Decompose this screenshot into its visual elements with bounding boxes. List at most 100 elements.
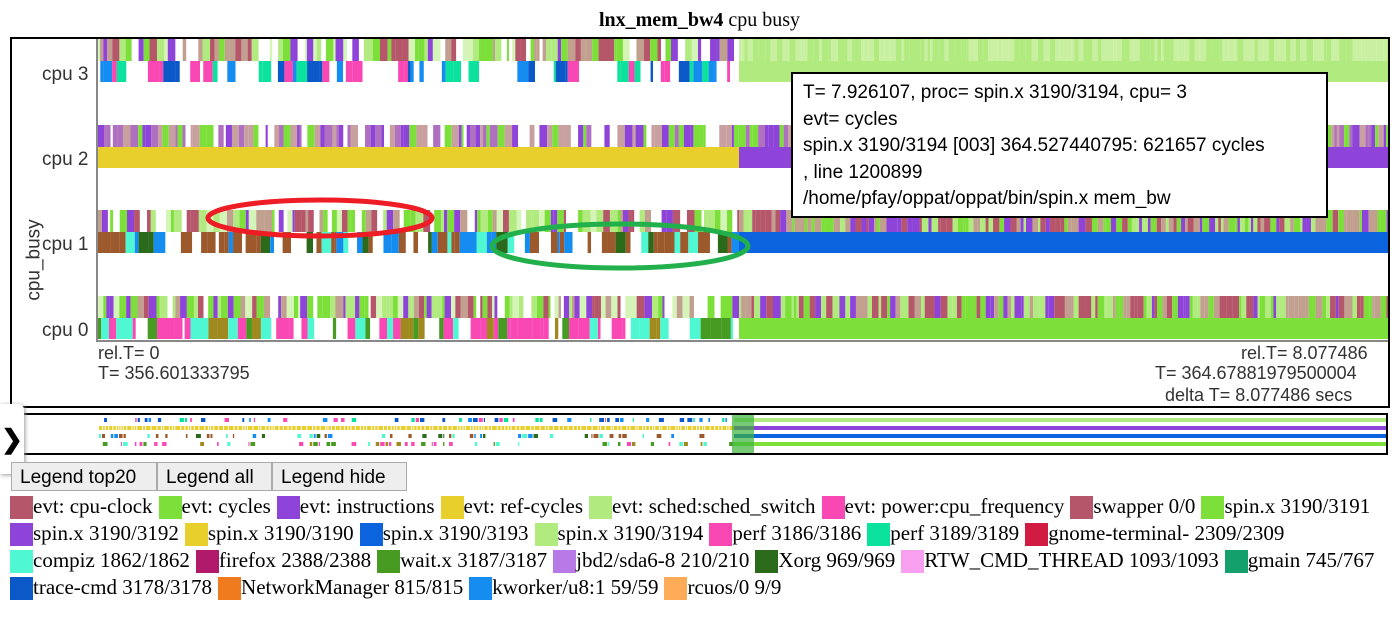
sched-switch-mark xyxy=(1326,296,1331,318)
legend-item[interactable]: compiz 1862/1862 xyxy=(10,547,190,574)
legend-item[interactable]: spin.x 3190/3190 xyxy=(184,520,354,547)
cpu-busy-segment xyxy=(228,232,234,253)
overview-mark xyxy=(493,442,495,446)
overview-mark xyxy=(99,418,104,422)
overview-mark xyxy=(533,442,537,446)
overview-mark xyxy=(408,442,411,446)
legend-item[interactable]: evt: cpu-clock xyxy=(10,493,153,520)
overview-mark xyxy=(188,434,192,438)
sched-switch-mark xyxy=(389,296,393,318)
legend-item[interactable]: rcuos/0 9/9 xyxy=(664,574,781,601)
legend-item[interactable]: kworker/u8:1 59/59 xyxy=(469,574,658,601)
overview-mark xyxy=(296,418,299,422)
sched-switch-mark xyxy=(752,125,759,147)
legend-hide-button[interactable]: Legend hide xyxy=(272,462,407,491)
sched-switch-mark xyxy=(768,125,774,147)
sched-switch-mark xyxy=(320,39,326,61)
sched-switch-mark xyxy=(972,296,977,318)
overview-mark xyxy=(472,418,478,422)
cpu-busy-segment xyxy=(258,61,263,82)
overview-mark xyxy=(455,434,461,438)
overview-mark xyxy=(461,434,463,438)
legend-item[interactable]: spin.x 3190/3193 xyxy=(359,520,529,547)
sched-switch-mark xyxy=(327,210,332,232)
overview-mark xyxy=(309,442,313,446)
sched-switch-mark xyxy=(912,210,920,232)
overview-mark xyxy=(247,426,253,430)
overview-mark xyxy=(479,426,482,430)
legend-all-button[interactable]: Legend all xyxy=(157,462,272,491)
sched-switch-mark xyxy=(279,125,284,147)
overview-plot[interactable] xyxy=(24,415,1386,453)
legend-item[interactable]: Xorg 969/969 xyxy=(755,547,895,574)
legend-item[interactable]: NetworkManager 815/815 xyxy=(218,574,463,601)
legend-item[interactable]: gmain 745/767 xyxy=(1224,547,1374,574)
overview-mark xyxy=(572,442,575,446)
overview-navigator[interactable] xyxy=(22,413,1388,455)
legend-item[interactable]: spin.x 3190/3194 xyxy=(534,520,703,547)
sched-switch-mark xyxy=(694,210,702,232)
overview-mark xyxy=(662,434,665,438)
sched-switch-mark xyxy=(534,125,540,147)
cpu-busy-segment xyxy=(405,232,414,253)
legend-item[interactable]: evt: ref-cycles xyxy=(440,493,583,520)
legend-item[interactable]: jbd2/sda6-8 210/210 xyxy=(553,547,749,574)
overview-mark xyxy=(619,418,624,422)
overview-mark xyxy=(722,426,727,430)
overview-mark xyxy=(436,418,442,422)
sched-switch-mark xyxy=(371,210,378,232)
cpu-busy-segment xyxy=(208,318,218,339)
legend-item[interactable]: perf 3189/3189 xyxy=(867,520,1019,547)
legend-item[interactable]: evt: cycles xyxy=(158,493,271,520)
legend-item[interactable]: evt: sched:sched_switch xyxy=(589,493,816,520)
legend-item[interactable]: trace-cmd 3178/3178 xyxy=(10,574,212,601)
sched-switch-mark xyxy=(265,39,270,61)
sched-switch-mark xyxy=(466,39,473,61)
cpu-busy-segment xyxy=(293,61,297,82)
legend-item[interactable]: gnome-terminal- 2309/2309 xyxy=(1025,520,1284,547)
sched-switch-mark xyxy=(271,125,275,147)
sched-switch-mark xyxy=(253,125,259,147)
overview-mark xyxy=(296,426,301,430)
sched-switch-mark xyxy=(1288,296,1295,318)
overview-mark xyxy=(164,426,169,430)
legend-item[interactable]: wait.x 3187/3187 xyxy=(377,547,547,574)
cpu-busy-segment xyxy=(670,61,675,82)
sched-switch-mark xyxy=(1156,210,1162,232)
legend-item[interactable]: evt: instructions xyxy=(276,493,435,520)
legend-item[interactable]: swapper 0/0 xyxy=(1070,493,1195,520)
sched-switch-mark xyxy=(1260,210,1265,232)
cpu-busy-segment xyxy=(428,232,432,253)
sched-switch-mark xyxy=(1276,210,1280,232)
overview-mark xyxy=(147,442,151,446)
legend-item[interactable]: spin.x 3190/3192 xyxy=(10,520,179,547)
overview-mark xyxy=(340,442,345,446)
sched-switch-mark xyxy=(1383,125,1387,147)
sched-switch-mark xyxy=(1048,296,1055,318)
legend-item[interactable]: spin.x 3190/3191 xyxy=(1201,493,1370,520)
cpu-busy-segment xyxy=(509,61,518,82)
sched-switch-mark xyxy=(1305,296,1309,318)
cpu-busy-chart[interactable]: cpu_busy cpu 3 cpu 2 cpu 1 cpu 0 rel.T= … xyxy=(10,37,1390,408)
sched-switch-mark xyxy=(661,125,669,147)
overview-mark xyxy=(495,442,500,446)
sched-switch-mark xyxy=(150,210,156,232)
overview-mark xyxy=(508,426,511,430)
overview-mark xyxy=(182,442,185,446)
overview-mark xyxy=(291,442,296,446)
sched-switch-mark xyxy=(920,39,925,61)
cpu-busy-segment xyxy=(565,61,568,82)
sched-switch-mark xyxy=(751,296,754,318)
sched-switch-mark xyxy=(278,39,283,61)
sched-switch-mark xyxy=(1300,210,1303,232)
sched-switch-mark xyxy=(1294,296,1299,318)
sched-switch-mark xyxy=(755,210,761,232)
legend-item[interactable]: evt: power:cpu_frequency xyxy=(821,493,1064,520)
overview-mark xyxy=(152,418,157,422)
legend-item[interactable]: RTW_CMD_THREAD 1093/1093 xyxy=(901,547,1219,574)
legend-item[interactable]: perf 3186/3186 xyxy=(709,520,861,547)
legend-item[interactable]: firefox 2388/2388 xyxy=(195,547,371,574)
legend-top20-button[interactable]: Legend top20 xyxy=(11,462,157,491)
overview-mark xyxy=(587,426,592,430)
cpu-busy-segment xyxy=(345,61,353,82)
